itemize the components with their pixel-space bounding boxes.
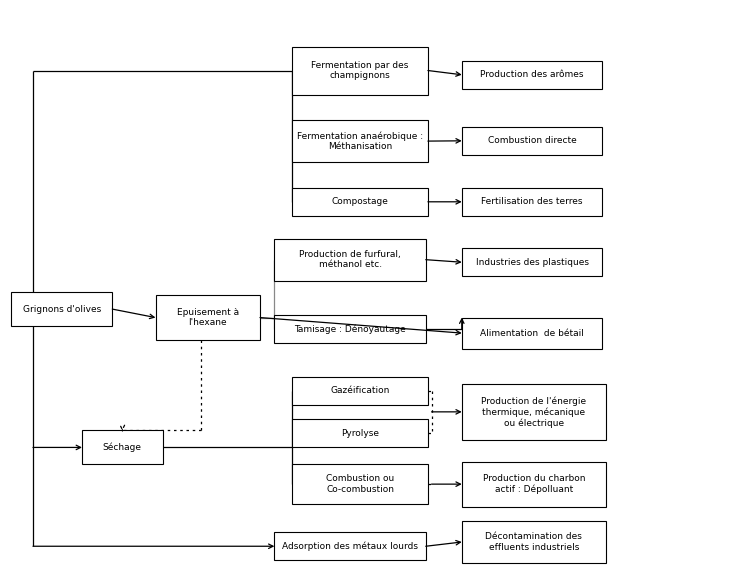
FancyBboxPatch shape — [461, 461, 606, 507]
Text: Séchage: Séchage — [103, 443, 142, 452]
Text: Fermentation par des
champignons: Fermentation par des champignons — [311, 61, 409, 80]
FancyBboxPatch shape — [461, 61, 602, 89]
Text: Grignons d'olives: Grignons d'olives — [23, 305, 101, 313]
Text: Décontamination des
effluents industriels: Décontamination des effluents industriel… — [486, 532, 582, 552]
FancyBboxPatch shape — [292, 188, 428, 216]
FancyBboxPatch shape — [292, 120, 428, 162]
FancyBboxPatch shape — [461, 188, 602, 216]
FancyBboxPatch shape — [461, 248, 602, 276]
FancyBboxPatch shape — [461, 127, 602, 155]
Text: Tamisage : Dénoyautage: Tamisage : Dénoyautage — [295, 324, 406, 333]
Text: Fermentation anaérobique :
Méthanisation: Fermentation anaérobique : Méthanisation — [297, 131, 424, 151]
FancyBboxPatch shape — [292, 419, 428, 448]
Text: Production de l'énergie
thermique, mécanique
ou électrique: Production de l'énergie thermique, mécan… — [481, 396, 586, 427]
Text: Combustion directe: Combustion directe — [488, 136, 577, 146]
Text: Adsorption des métaux lourds: Adsorption des métaux lourds — [282, 541, 418, 551]
Text: Pyrolyse: Pyrolyse — [341, 429, 379, 438]
FancyBboxPatch shape — [461, 521, 606, 563]
Text: Compostage: Compostage — [332, 197, 389, 206]
FancyBboxPatch shape — [274, 532, 426, 560]
FancyBboxPatch shape — [461, 317, 602, 348]
FancyBboxPatch shape — [292, 464, 428, 504]
Text: Epuisement à
l'hexane: Epuisement à l'hexane — [176, 308, 239, 327]
FancyBboxPatch shape — [155, 295, 260, 340]
FancyBboxPatch shape — [274, 315, 426, 343]
FancyBboxPatch shape — [292, 377, 428, 405]
Text: Combustion ou
Co-combustion: Combustion ou Co-combustion — [326, 474, 394, 494]
FancyBboxPatch shape — [12, 292, 112, 326]
FancyBboxPatch shape — [461, 383, 606, 440]
FancyBboxPatch shape — [274, 238, 426, 281]
Text: Alimentation  de bétail: Alimentation de bétail — [480, 328, 584, 337]
Text: Gazéification: Gazéification — [330, 386, 390, 395]
FancyBboxPatch shape — [292, 46, 428, 95]
Text: Production des arômes: Production des arômes — [480, 70, 584, 79]
Text: Fertilisation des terres: Fertilisation des terres — [481, 197, 582, 206]
Text: Production de furfural,
méthanol etc.: Production de furfural, méthanol etc. — [299, 250, 401, 269]
FancyBboxPatch shape — [82, 430, 163, 464]
Text: Industries des plastiques: Industries des plastiques — [475, 258, 588, 266]
Text: Production du charbon
actif : Dépolluant: Production du charbon actif : Dépolluant — [483, 474, 585, 494]
